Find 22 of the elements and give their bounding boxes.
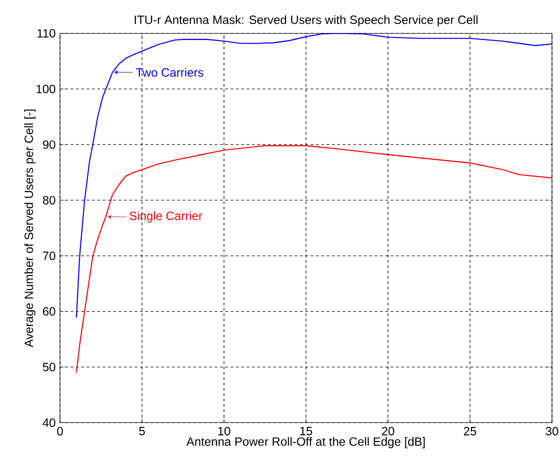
y-tick-label: 110 bbox=[38, 29, 56, 38]
chart-title: ITU-r Antenna Mask: Served Users with Speech Service per Cell bbox=[134, 15, 478, 26]
y-tick-label: 60 bbox=[42, 307, 56, 316]
x-tick-label: 0 bbox=[57, 426, 63, 436]
y-tick-label: 40 bbox=[42, 418, 56, 427]
annotation: Single Carrier bbox=[130, 211, 202, 222]
y-tick-label: 70 bbox=[42, 252, 56, 260]
x-tick-label: 25 bbox=[464, 426, 476, 436]
x-tick-label: 5 bbox=[139, 426, 145, 436]
annotation: Two Carriers bbox=[136, 68, 204, 77]
y-tick-label: 100 bbox=[36, 84, 56, 94]
x-tick-label: 20 bbox=[382, 426, 394, 436]
y-axis-title: Average Number of Served Users per Cell [-] bbox=[24, 110, 36, 348]
line-series bbox=[76, 145, 552, 374]
x-axis-title: Antenna Power Roll-Off at the Cell Edge [dB] bbox=[186, 437, 425, 448]
x-tick-label: 15 bbox=[300, 426, 312, 436]
line-series bbox=[76, 33, 552, 318]
y-tick-label: 90 bbox=[42, 140, 56, 149]
x-tick-label: 30 bbox=[546, 426, 558, 436]
x-tick-label: 10 bbox=[218, 426, 230, 436]
y-tick-label: 50 bbox=[42, 362, 56, 372]
y-tick-label: 80 bbox=[42, 196, 56, 204]
